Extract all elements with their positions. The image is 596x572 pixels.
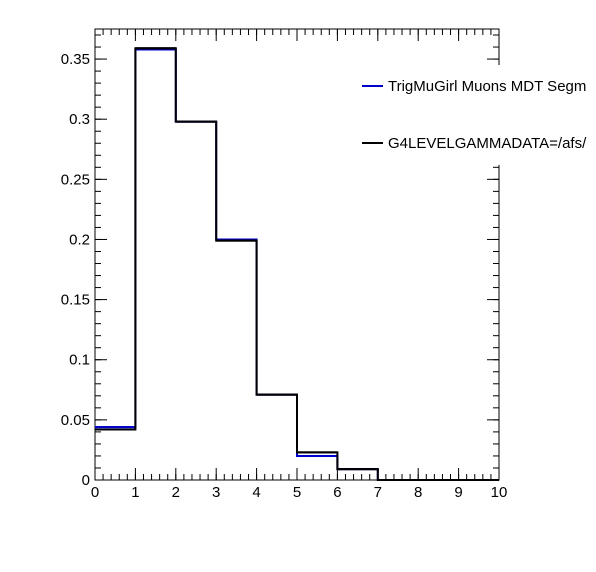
y-tick-label: 0.05 <box>61 412 90 429</box>
x-tick-label: 9 <box>454 484 462 501</box>
y-tick-label: 0.3 <box>69 111 90 128</box>
y-tick-label: 0.25 <box>61 171 90 188</box>
legend-label-1: G4LEVELGAMMADATA=/afs/ <box>388 135 587 152</box>
legend-box <box>355 65 596 165</box>
x-tick-label: 3 <box>212 484 220 501</box>
y-tick-label: 0.35 <box>61 51 90 68</box>
axes: 0 1 2 3 4 5 6 7 8 9 10 0 0.05 0.1 0.15 0.2 0.25 0.3 0.35 <box>61 29 508 501</box>
x-tick-label: 8 <box>414 484 422 501</box>
series-layer <box>95 47 499 481</box>
y-tick-label: 0 <box>82 472 90 489</box>
x-tick-label: 5 <box>293 484 301 501</box>
x-tick-label: 0 <box>91 484 99 501</box>
legend: TrigMuGirl Muons MDT Segm G4LEVELGAMMADAT… <box>355 65 596 165</box>
x-tick-label: 1 <box>131 484 139 501</box>
legend-label-0: TrigMuGirl Muons MDT Segm <box>388 78 586 95</box>
y-tick-label: 0.1 <box>69 352 90 369</box>
x-tick-label: 2 <box>172 484 180 501</box>
y-tick-label: 0.2 <box>69 231 90 248</box>
y-tick-label: 0.15 <box>61 292 90 309</box>
x-tick-label: 6 <box>333 484 341 501</box>
x-tick-label: 7 <box>374 484 382 501</box>
x-tick-label: 10 <box>491 484 508 501</box>
x-tick-label: 4 <box>252 484 260 501</box>
